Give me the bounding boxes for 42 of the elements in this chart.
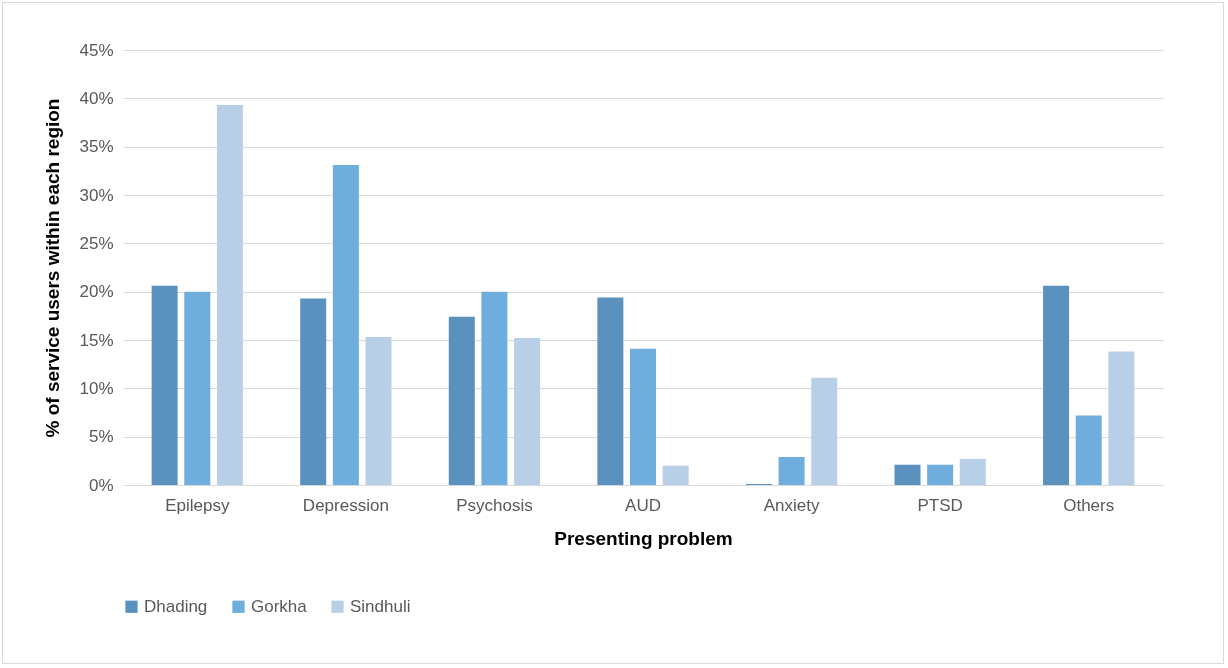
x-tick-label: Epilepsy xyxy=(165,495,230,515)
bar xyxy=(300,298,327,485)
bar xyxy=(1108,351,1135,485)
y-axis-title: % of service users within each region xyxy=(42,98,64,438)
y-tick-label: 5% xyxy=(88,427,114,447)
x-tick-label: Psychosis xyxy=(456,495,533,515)
y-tick-label: 15% xyxy=(79,330,114,350)
bar xyxy=(927,464,954,485)
legend-label: Sindhuli xyxy=(350,596,411,616)
bar xyxy=(630,348,656,485)
bar xyxy=(151,285,178,485)
y-tick-label: 45% xyxy=(79,40,114,60)
bar xyxy=(811,377,838,485)
bar xyxy=(481,291,508,485)
bar xyxy=(959,458,986,485)
x-tick-label: Depression xyxy=(302,495,389,515)
bar xyxy=(365,337,392,485)
x-tick-label: Anxiety xyxy=(763,495,820,515)
bar xyxy=(778,456,805,485)
bar xyxy=(514,338,541,485)
x-tick-label: PTSD xyxy=(917,495,963,515)
bar xyxy=(332,165,359,485)
legend-label: Dhading xyxy=(144,596,208,616)
bar xyxy=(894,464,921,485)
y-tick-label: 10% xyxy=(79,378,114,398)
bar xyxy=(597,297,624,485)
y-tick-label: 30% xyxy=(79,185,114,205)
bar xyxy=(216,105,243,485)
y-tick-label: 0% xyxy=(88,475,114,495)
bar xyxy=(1043,285,1070,485)
x-axis-title: Presenting problem xyxy=(554,527,733,549)
y-tick-label: 20% xyxy=(79,282,114,302)
bar xyxy=(448,316,475,485)
y-tick-label: 35% xyxy=(79,137,114,157)
x-tick-label: Others xyxy=(1063,495,1115,515)
y-tick-label: 40% xyxy=(79,88,114,108)
legend-label: Gorkha xyxy=(251,596,308,616)
y-tick-label: 25% xyxy=(79,233,114,253)
bar xyxy=(184,291,211,485)
x-tick-label: AUD xyxy=(625,495,661,515)
bar xyxy=(662,465,689,485)
bar xyxy=(1075,415,1102,485)
